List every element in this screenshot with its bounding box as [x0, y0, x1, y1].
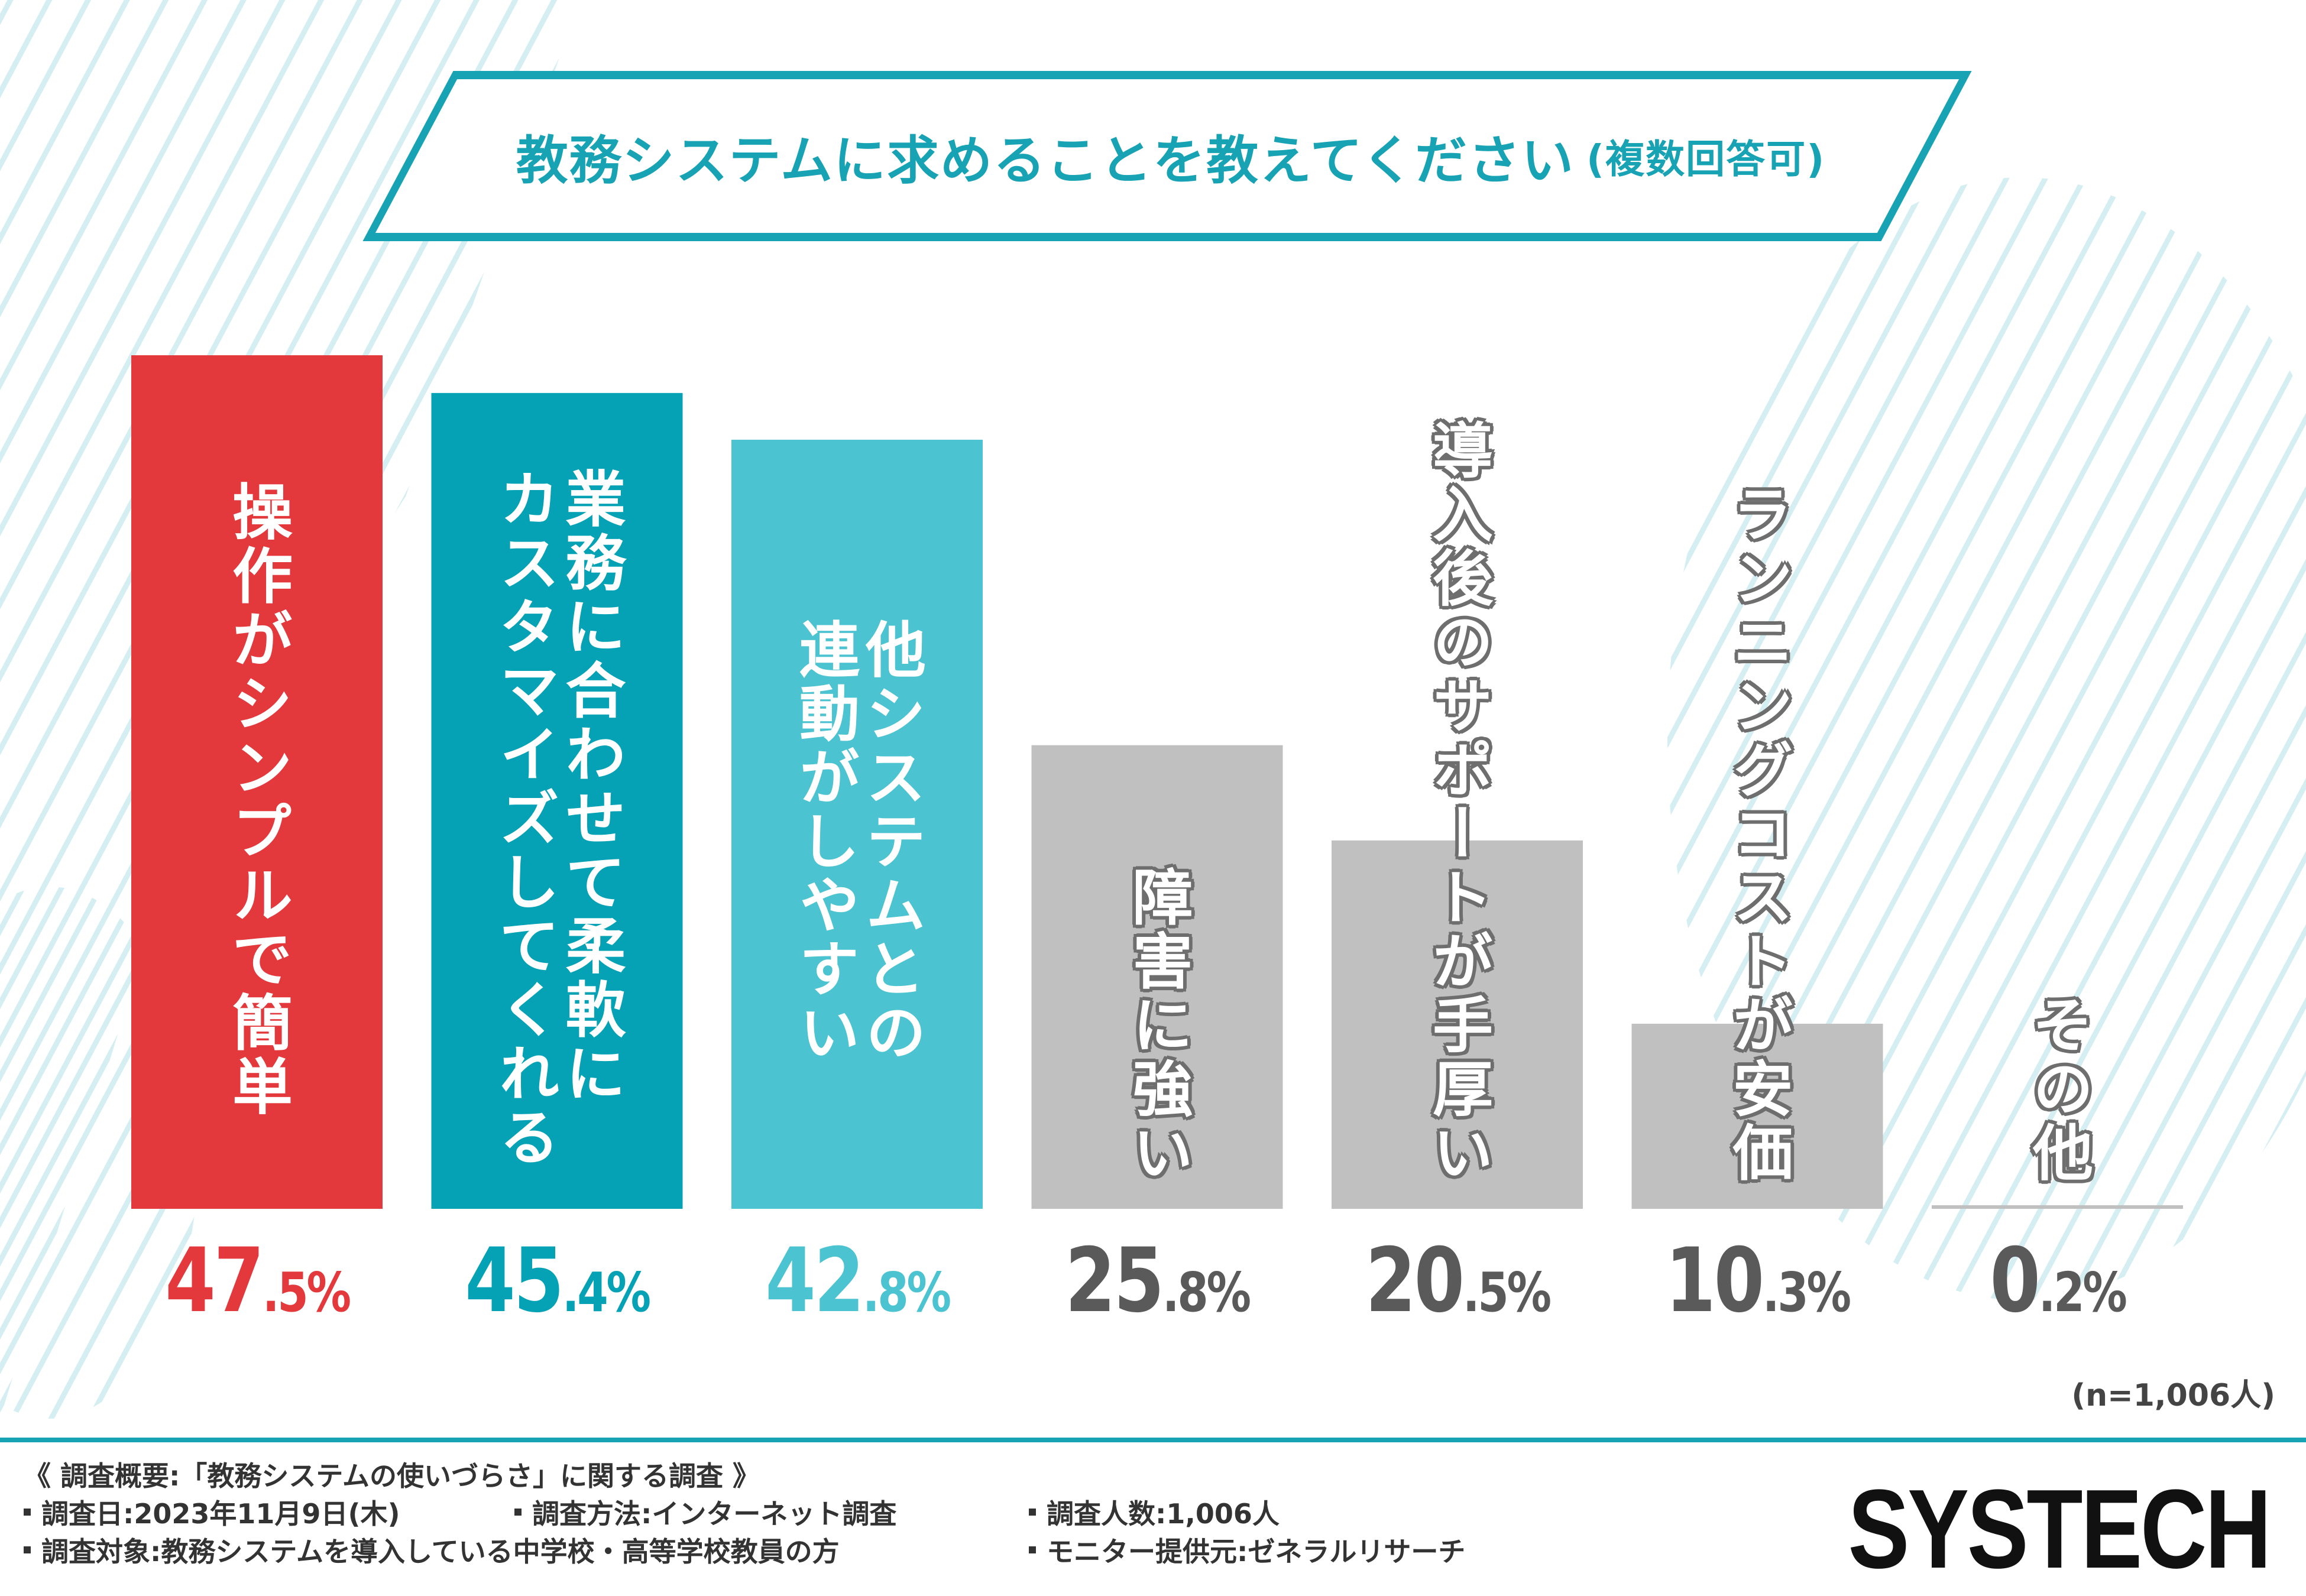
systech-logo: SYSTECH	[1848, 1467, 2271, 1592]
bar-7	[1932, 1205, 2183, 1209]
value-dec: .8%	[862, 1261, 951, 1324]
survey-provider-text: モニター提供元:ゼネラルリサーチ	[1047, 1536, 1466, 1568]
bullet-icon	[514, 1509, 522, 1516]
survey-provider: モニター提供元:ゼネラルリサーチ	[1029, 1530, 1465, 1569]
value-dec: .3%	[1762, 1261, 1851, 1324]
bar-6	[1631, 1023, 1883, 1209]
bar-2	[431, 392, 683, 1209]
survey-target: 調査対象:教務システムを導入している中学校・高等学校教員の方	[24, 1530, 1029, 1569]
category-label-6: ランニングコストが安価	[1722, 483, 1793, 1185]
survey-target-text: 調査対象:教務システムを導入している中学校・高等学校教員の方	[41, 1536, 840, 1568]
chart-title: 教務システムに求めることを教えてください (複数回答可)	[408, 71, 1933, 241]
category-label-7: その他	[2022, 994, 2093, 1185]
bar-4	[1031, 745, 1283, 1209]
value-int: 45	[465, 1230, 564, 1332]
value-dec: .5%	[262, 1261, 351, 1324]
value-label-2: 45.4%	[455, 1230, 659, 1332]
category-label-3: 他システムとの 連動がしやすい	[789, 618, 926, 1066]
survey-count: 調査人数:1,006人	[1029, 1493, 1280, 1532]
value-label-6: 10.3%	[1656, 1230, 1859, 1332]
bar-chart	[131, 355, 2183, 1209]
category-label-1: 操作がシンプルで簡単	[222, 481, 293, 1119]
category-label-5: 導入後のサポートが手厚い	[1422, 419, 1493, 1185]
bullet-icon	[1029, 1509, 1036, 1516]
survey-method: 調査方法:インターネット調査	[514, 1493, 1029, 1532]
value-dec: .2%	[2038, 1261, 2127, 1324]
value-label-7: 0.2%	[1955, 1230, 2159, 1332]
value-int: 42	[765, 1230, 864, 1332]
footer-row: 調査日:2023年11月9日(木) 調査方法:インターネット調査 調査人数:1,…	[24, 1493, 1465, 1531]
survey-title: 《 調査概要:「教務システムの使いづらさ」に関する調査 》	[24, 1460, 760, 1492]
survey-count-text: 調査人数:1,006人	[1047, 1498, 1280, 1530]
value-int: 25	[1065, 1230, 1164, 1332]
category-label-2: 業務に合わせて柔軟に カスタマイズしてくれる	[489, 467, 626, 1170]
sample-size-note: (n=1,006人)	[2071, 1378, 2275, 1413]
survey-overview: 《 調査概要:「教務システムの使いづらさ」に関する調査 》 調査日:2023年1…	[24, 1455, 1465, 1569]
footer-row: 調査対象:教務システムを導入している中学校・高等学校教員の方 モニター提供元:ゼ…	[24, 1531, 1465, 1569]
bar-3	[731, 439, 983, 1209]
bullet-icon	[24, 1509, 31, 1516]
value-label-1: 47.5%	[155, 1230, 358, 1332]
value-int: 0	[1989, 1230, 2041, 1332]
value-int: 10	[1665, 1230, 1764, 1332]
value-label-3: 42.8%	[755, 1230, 958, 1332]
value-dec: .8%	[1162, 1261, 1251, 1324]
survey-date-text: 調査日:2023年11月9日(木)	[41, 1498, 400, 1530]
bar-5	[1332, 840, 1583, 1209]
value-label-4: 25.8%	[1055, 1230, 1259, 1332]
category-label-4: 障害に強い	[1122, 866, 1193, 1185]
value-int: 20	[1365, 1230, 1465, 1332]
value-label-5: 20.5%	[1355, 1230, 1559, 1332]
value-dec: .4%	[562, 1261, 651, 1324]
footer-divider	[0, 1438, 2306, 1442]
survey-date: 調査日:2023年11月9日(木)	[24, 1493, 514, 1532]
bar-1	[131, 355, 383, 1209]
title-note: (複数回答可)	[1586, 137, 1826, 182]
bullet-icon	[1029, 1546, 1036, 1553]
value-int: 47	[164, 1230, 264, 1332]
bullet-icon	[24, 1546, 31, 1553]
title-main: 教務システムに求めることを教えてください	[516, 129, 1575, 191]
value-dec: .5%	[1462, 1261, 1551, 1324]
survey-method-text: 調査方法:インターネット調査	[532, 1498, 897, 1530]
